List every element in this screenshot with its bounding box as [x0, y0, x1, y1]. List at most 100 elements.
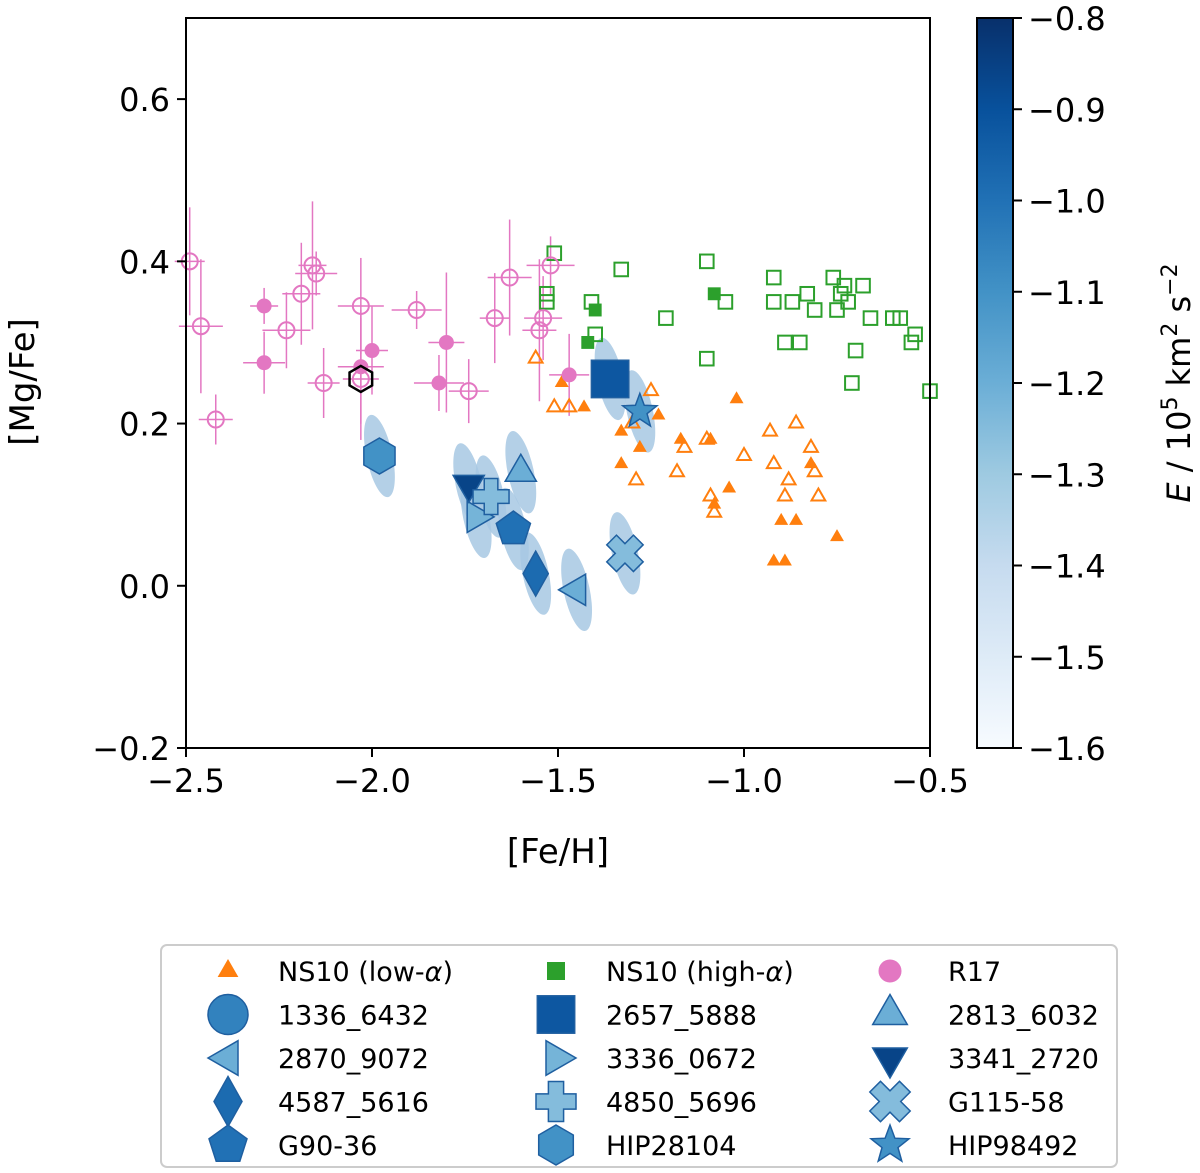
- series-1-point-open: [792, 334, 808, 351]
- star-2813_6032: [503, 452, 538, 482]
- energy-colorbar: −0.8 −0.9 −1.0 −1.1 −1.2 −1.3 −1.4 −1.5 −1.6 E /…: [976, 0, 1198, 768]
- star-HIP28104: [363, 437, 396, 475]
- r17-error-bar: [282, 242, 321, 345]
- series-2-point-open: [292, 284, 311, 303]
- series-1-point-open: [892, 310, 909, 326]
- legend-entry: HIP98492: [868, 1122, 1078, 1163]
- series-1-point-open: [587, 326, 604, 343]
- star-3341_2720: [451, 474, 486, 504]
- series-1-point-open: [844, 375, 860, 391]
- legend-marker-circle: [878, 959, 902, 983]
- series-0-point-open: [802, 437, 820, 453]
- r17-error-bar: [522, 259, 557, 402]
- x-tick-label: −1.5: [519, 762, 597, 800]
- star-2657_5888: [590, 359, 630, 399]
- series-0-point-filled: [703, 431, 718, 444]
- plot-area: [174, 17, 938, 749]
- series-0-point-open: [527, 348, 545, 364]
- y-axis: −0.2 0.0 0.2 0.4 0.6: [92, 81, 186, 768]
- star-G90-36: [495, 510, 532, 545]
- legend-marker-hexagon: [537, 1124, 575, 1166]
- series-0-point-open: [627, 470, 645, 486]
- series-0-point-open: [705, 502, 723, 518]
- series-2-point-open: [314, 374, 333, 392]
- series-0-point-open: [787, 413, 805, 429]
- series-0-point-open: [776, 486, 794, 502]
- colorbar-label: E / 105 km2 s−2: [1158, 263, 1198, 502]
- legend-entry: 3336_0672: [545, 1039, 757, 1077]
- series-2-point-filled: [364, 343, 380, 359]
- series-0-point-filled: [577, 399, 592, 412]
- legend-label: 1336_6432: [278, 1001, 429, 1032]
- legend-label: 2870_9072: [278, 1044, 429, 1075]
- colorbar-tick-label: −1.5: [1028, 639, 1106, 677]
- colorbar-gradient: [976, 17, 1014, 749]
- series-1-point-filled: [707, 287, 721, 301]
- colorbar-tick-label: −1.3: [1028, 456, 1106, 494]
- colorbar-ticks: −0.8 −0.9 −1.0 −1.1 −1.2 −1.3 −1.4 −1.5 −1.6: [1013, 0, 1106, 768]
- r17-error-bar: [307, 348, 340, 418]
- series-0-point-open: [560, 397, 578, 413]
- legend-label: 3341_2720: [948, 1044, 1099, 1075]
- legend-label: G115-58: [948, 1088, 1065, 1119]
- series-2-point-open: [303, 256, 322, 275]
- legend-entry: 2870_9072: [206, 1039, 429, 1077]
- x-tick-label: −2.0: [333, 762, 411, 800]
- series-0-point-filled: [774, 512, 789, 525]
- series-0-point-open: [701, 486, 720, 502]
- series-2-point-filled: [431, 375, 447, 391]
- legend-marker-star: [868, 1122, 912, 1163]
- colorbar-tick-label: −0.8: [1028, 0, 1106, 38]
- series-1-point-open: [836, 277, 853, 294]
- legend-marker-plus: [535, 1080, 577, 1123]
- series-2-point-open: [500, 268, 519, 287]
- legend: NS10 (low-α) NS10 (high-α) R17 1336_6432 265…: [160, 944, 1118, 1168]
- series-2-point-open: [191, 317, 210, 336]
- legend-marker-triangle-up: [871, 992, 909, 1026]
- x-axis: −2.5 −2.0 −1.5 −1.0 −0.5: [147, 748, 969, 800]
- series-1-point-open: [806, 302, 823, 318]
- legend-marker-x: [868, 1080, 912, 1123]
- r17-error-bar: [198, 394, 233, 445]
- series-0-point-open: [642, 381, 660, 397]
- series-0-point-filled: [830, 529, 844, 542]
- y-tick-label: 0.2: [119, 406, 170, 444]
- series-0-point-filled: [614, 423, 629, 436]
- series-1-point-open: [847, 342, 864, 359]
- y-tick-label: −0.2: [92, 730, 170, 768]
- series-1-point-open: [658, 310, 674, 326]
- legend-entry: R17: [878, 957, 1001, 988]
- star-4587_5616: [522, 549, 550, 598]
- series-1-point-open: [539, 285, 555, 302]
- series-2-point-open: [307, 264, 326, 283]
- legend-entry: G115-58: [868, 1080, 1065, 1123]
- legend-label: HIP28104: [606, 1131, 736, 1162]
- star-3336_0672: [466, 499, 496, 534]
- series-1-point-open: [717, 294, 734, 310]
- series-1-point-open: [840, 294, 856, 310]
- series-1-point-open: [862, 310, 879, 326]
- series-1-point-open: [699, 253, 715, 270]
- series-1-point-filled: [588, 303, 602, 317]
- colorbar-tick-label: −1.6: [1028, 730, 1106, 768]
- legend-entry: G90-36: [208, 1124, 377, 1162]
- series-1-point-open: [799, 285, 816, 302]
- legend-entry: NS10 (high-α): [547, 957, 794, 988]
- series-2-point-open: [530, 321, 549, 340]
- series-2-point-open: [541, 256, 560, 275]
- colorbar-tick-label: −1.0: [1028, 183, 1106, 221]
- series-0-point-filled: [673, 431, 688, 444]
- y-axis-label: [Mg/Fe]: [3, 318, 43, 446]
- series-1-point-open: [855, 277, 871, 294]
- series-0-point-open: [761, 421, 779, 437]
- r17-error-bar: [448, 359, 489, 424]
- series-1-point-open: [784, 294, 801, 310]
- legend-entry: HIP28104: [537, 1124, 736, 1166]
- series-2-point-open: [351, 296, 370, 315]
- r17-error-bar: [526, 236, 575, 295]
- open-hexagon-marker: [348, 364, 374, 394]
- legend-entry: 3341_2720: [871, 1044, 1099, 1080]
- r17-error-bar: [479, 273, 510, 364]
- series-0-point-filled: [614, 456, 629, 469]
